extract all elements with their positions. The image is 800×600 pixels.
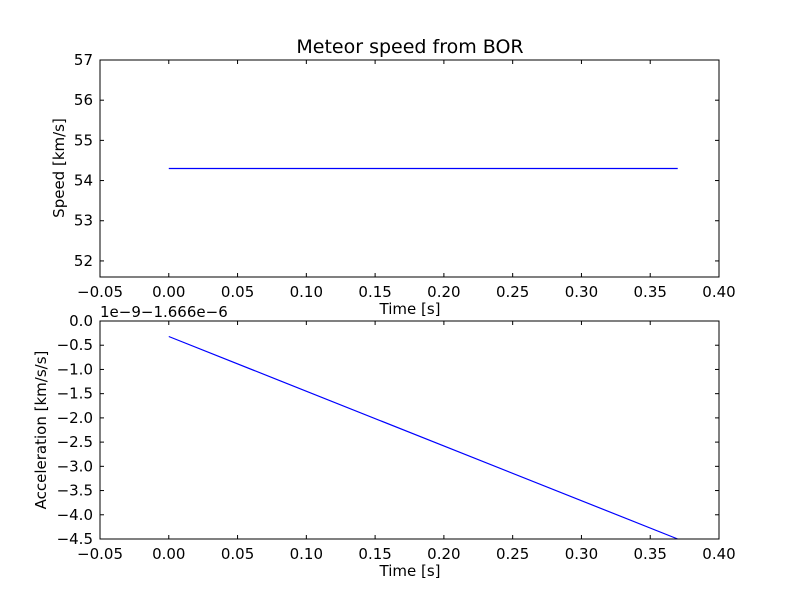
acceleration-y-tick-label: −4.0 [57, 506, 93, 524]
speed-y-tick-label: 54 [74, 172, 93, 190]
speed-y-tick-label: 57 [74, 51, 93, 69]
acceleration-y-tick-label: −3.0 [57, 457, 93, 475]
acceleration-x-tick-label: 0.05 [221, 545, 254, 563]
acceleration-y-axis-label: Acceleration [km/s/s] [32, 351, 50, 510]
acceleration-y-tick-label: −2.5 [57, 433, 93, 451]
acceleration-x-tick-label: 0.40 [702, 545, 735, 563]
acceleration-y-tick-label: 0.0 [69, 312, 93, 330]
speed-axis-ticks: −0.05 0.00 0.05 0.10 0.15 0.20 0.25 0.30 0.35 0.4… [74, 51, 736, 301]
acceleration-y-tick-label: −4.5 [57, 530, 93, 548]
acceleration-y-tick-label: −3.5 [57, 482, 93, 500]
acceleration-plot-frame [99, 320, 720, 540]
speed-x-tick-label: 0.20 [427, 283, 460, 301]
acceleration-offset-text: 1e−9−1.666e−6 [100, 303, 228, 321]
acceleration-axis-ticks: −0.05 0.00 0.05 0.10 0.15 0.20 0.25 0.30 0.35 0.4… [57, 312, 736, 563]
acceleration-x-tick-label: 0.30 [565, 545, 598, 563]
acceleration-y-tick-label: −0.5 [57, 336, 93, 354]
speed-subplot: Meteor speed from BOR Time [s] Speed [km… [50, 36, 736, 318]
speed-x-tick-label: 0.00 [152, 283, 185, 301]
speed-y-tick-label: 56 [74, 91, 93, 109]
speed-x-tick-label: 0.25 [496, 283, 529, 301]
acceleration-y-tick-label: −1.5 [57, 385, 93, 403]
acceleration-series-line [168, 335, 678, 540]
speed-y-tick-label: 53 [74, 212, 93, 230]
speed-x-tick-label: 0.35 [634, 283, 667, 301]
speed-x-tick-label: −0.05 [77, 283, 123, 301]
speed-x-tick-label: 0.40 [702, 283, 735, 301]
speed-x-tick-label: 0.05 [221, 283, 254, 301]
speed-x-tick-label: 0.10 [290, 283, 323, 301]
acceleration-x-axis-label: Time [s] [379, 562, 441, 580]
speed-y-tick-label: 55 [74, 131, 93, 149]
speed-x-tick-label: 0.15 [358, 283, 391, 301]
speed-x-tick-label: 0.30 [565, 283, 598, 301]
acceleration-subplot: 1e−9−1.666e−6 Time [s] Acceleration [km/… [32, 303, 736, 580]
acceleration-y-tick-label: −1.0 [57, 360, 93, 378]
speed-plot-frame [99, 59, 720, 278]
acceleration-x-tick-label: 0.15 [358, 545, 391, 563]
acceleration-y-tick-label: −2.0 [57, 409, 93, 427]
acceleration-x-tick-label: 0.20 [427, 545, 460, 563]
acceleration-x-tick-label: 0.35 [634, 545, 667, 563]
speed-y-tick-label: 52 [74, 252, 93, 270]
acceleration-x-tick-label: 0.25 [496, 545, 529, 563]
acceleration-series-group [168, 335, 678, 540]
speed-x-axis-label: Time [s] [379, 300, 441, 318]
acceleration-x-tick-label: 0.00 [152, 545, 185, 563]
speed-y-axis-label: Speed [km/s] [50, 118, 68, 218]
acceleration-x-tick-label: −0.05 [77, 545, 123, 563]
acceleration-x-tick-label: 0.10 [290, 545, 323, 563]
speed-chart-title: Meteor speed from BOR [296, 36, 523, 58]
